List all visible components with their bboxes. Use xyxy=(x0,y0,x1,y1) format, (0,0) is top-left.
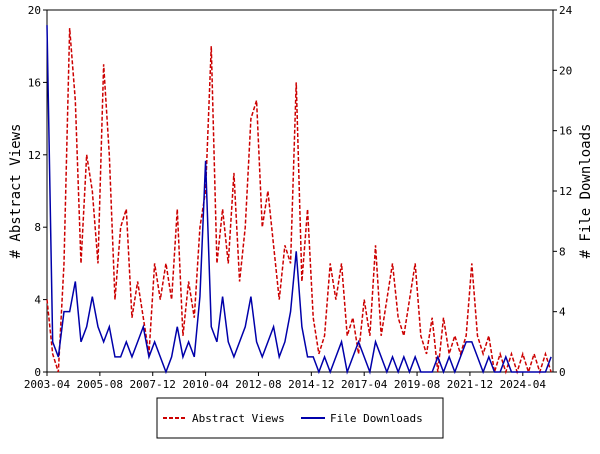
y2-tick-label: 4 xyxy=(559,306,566,319)
x-tick-label: 2021-12 xyxy=(447,378,493,391)
series-line xyxy=(46,25,552,375)
y2-tick-label: 24 xyxy=(559,4,573,17)
plot-frame xyxy=(46,9,554,373)
x-tick-label: 2003-04 xyxy=(24,378,71,391)
y2-tick-label: 12 xyxy=(559,185,572,198)
x-tick-label: 2017-04 xyxy=(341,378,388,391)
y2-tick-label: 16 xyxy=(559,125,572,138)
y-tick-label: 4 xyxy=(34,294,41,307)
y-tick-label: 16 xyxy=(28,76,41,89)
y-tick-label: 8 xyxy=(34,221,41,234)
x-tick-label: 2024-04 xyxy=(500,378,547,391)
x-tick-label: 2007-12 xyxy=(130,378,176,391)
y2-tick-label: 20 xyxy=(559,64,572,77)
x-tick-label: 2012-08 xyxy=(235,378,281,391)
y2-tick-label: 8 xyxy=(559,245,566,258)
x-tick-label: 2019-08 xyxy=(394,378,440,391)
y-axis-label: # Abstract Views xyxy=(8,124,24,259)
x-tick-label: 2005-08 xyxy=(77,378,123,391)
y-tick-label: 0 xyxy=(34,366,41,379)
y2-axis-label: # File Downloads xyxy=(578,124,594,259)
x-tick-label: 2010-04 xyxy=(182,378,229,391)
y-tick-label: 12 xyxy=(28,149,41,162)
legend-label: File Downloads xyxy=(330,412,423,425)
y-tick-label: 20 xyxy=(28,4,41,17)
y2-tick-label: 0 xyxy=(559,366,566,379)
series-line xyxy=(46,28,552,375)
legend-label: Abstract Views xyxy=(192,412,285,425)
x-tick-label: 2014-12 xyxy=(288,378,334,391)
legend-box xyxy=(156,397,444,439)
